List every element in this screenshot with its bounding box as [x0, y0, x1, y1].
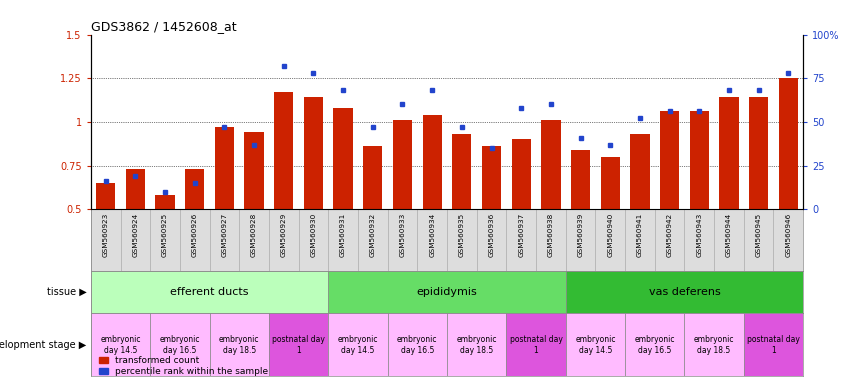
Text: GSM560924: GSM560924: [132, 212, 139, 257]
Bar: [660, 111, 680, 209]
Text: GSM560935: GSM560935: [459, 212, 465, 257]
Text: embryonic
day 14.5: embryonic day 14.5: [100, 334, 140, 355]
Text: embryonic
day 18.5: embryonic day 18.5: [457, 334, 497, 355]
Text: epididymis: epididymis: [416, 287, 478, 297]
Bar: [452, 134, 472, 209]
Text: embryonic
day 14.5: embryonic day 14.5: [575, 334, 616, 355]
Text: GSM560926: GSM560926: [192, 212, 198, 257]
Bar: [749, 98, 769, 209]
Text: embryonic
day 16.5: embryonic day 16.5: [160, 334, 200, 355]
Bar: [274, 92, 294, 209]
Bar: [96, 183, 115, 209]
Text: embryonic
day 16.5: embryonic day 16.5: [634, 334, 675, 355]
Bar: [328, 313, 388, 376]
Text: GSM560929: GSM560929: [281, 212, 287, 257]
Bar: [214, 127, 234, 209]
Bar: [245, 132, 264, 209]
Bar: [91, 271, 328, 313]
Text: GSM560927: GSM560927: [221, 212, 227, 257]
Bar: [209, 313, 269, 376]
Text: embryonic
day 18.5: embryonic day 18.5: [694, 334, 734, 355]
Legend: transformed count, percentile rank within the sample: transformed count, percentile rank withi…: [95, 353, 272, 379]
Text: postnatal day
1: postnatal day 1: [272, 334, 325, 355]
Text: postnatal day
1: postnatal day 1: [510, 334, 563, 355]
Bar: [91, 313, 151, 376]
Text: GSM560939: GSM560939: [578, 212, 584, 257]
Text: GSM560938: GSM560938: [547, 212, 554, 257]
Bar: [334, 108, 352, 209]
Bar: [363, 146, 383, 209]
Text: GSM560925: GSM560925: [162, 212, 168, 257]
Text: vas deferens: vas deferens: [648, 287, 720, 297]
Text: tissue ▶: tissue ▶: [47, 287, 87, 297]
Bar: [690, 111, 709, 209]
Bar: [685, 313, 743, 376]
Bar: [388, 313, 447, 376]
Bar: [571, 150, 590, 209]
Bar: [743, 313, 803, 376]
Bar: [156, 195, 175, 209]
Bar: [779, 78, 798, 209]
Text: postnatal day
1: postnatal day 1: [747, 334, 800, 355]
Text: GSM560945: GSM560945: [755, 212, 762, 257]
Bar: [566, 313, 625, 376]
Bar: [151, 313, 209, 376]
Text: GSM560937: GSM560937: [518, 212, 524, 257]
Text: embryonic
day 16.5: embryonic day 16.5: [397, 334, 437, 355]
Text: GSM560943: GSM560943: [696, 212, 702, 257]
Text: GSM560934: GSM560934: [429, 212, 435, 257]
Bar: [566, 271, 803, 313]
Text: GSM560944: GSM560944: [726, 212, 732, 257]
Bar: [542, 120, 560, 209]
Text: GDS3862 / 1452608_at: GDS3862 / 1452608_at: [91, 20, 236, 33]
Bar: [185, 169, 204, 209]
Bar: [630, 134, 649, 209]
Bar: [482, 146, 501, 209]
Text: GSM560946: GSM560946: [785, 212, 791, 257]
Text: GSM560932: GSM560932: [370, 212, 376, 257]
Bar: [422, 115, 442, 209]
Bar: [447, 313, 506, 376]
Bar: [506, 313, 566, 376]
Text: embryonic
day 14.5: embryonic day 14.5: [338, 334, 378, 355]
Bar: [600, 157, 620, 209]
Text: embryonic
day 18.5: embryonic day 18.5: [219, 334, 260, 355]
Text: GSM560936: GSM560936: [489, 212, 495, 257]
Text: GSM560941: GSM560941: [637, 212, 643, 257]
Text: GSM560940: GSM560940: [607, 212, 613, 257]
Text: GSM560923: GSM560923: [103, 212, 108, 257]
Bar: [304, 98, 323, 209]
Bar: [125, 169, 145, 209]
Text: GSM560931: GSM560931: [340, 212, 346, 257]
Bar: [328, 271, 566, 313]
Bar: [393, 120, 412, 209]
Text: GSM560928: GSM560928: [251, 212, 257, 257]
Text: efferent ducts: efferent ducts: [170, 287, 249, 297]
Text: GSM560933: GSM560933: [399, 212, 405, 257]
Text: development stage ▶: development stage ▶: [0, 339, 87, 350]
Bar: [719, 98, 738, 209]
Text: GSM560930: GSM560930: [310, 212, 316, 257]
Bar: [269, 313, 328, 376]
Text: GSM560942: GSM560942: [667, 212, 673, 257]
Bar: [625, 313, 685, 376]
Bar: [511, 139, 531, 209]
